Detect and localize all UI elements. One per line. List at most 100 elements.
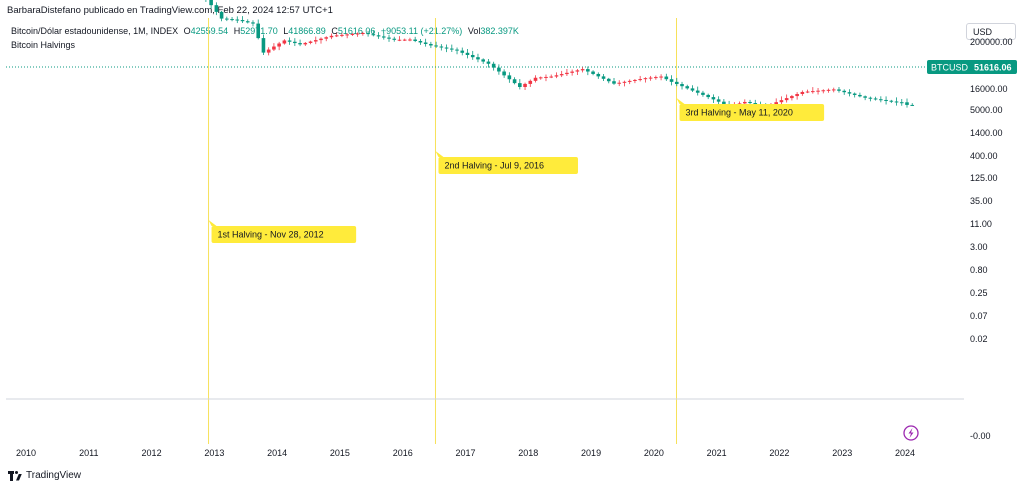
candle [518,79,522,90]
candle [319,37,323,44]
change-value: +9053.11 (+21.27%) [380,26,463,36]
candles [205,0,915,111]
x-tick-label: 2019 [581,448,601,458]
y-axis[interactable]: 200000.0060000.0016000.005000.001400.004… [970,37,1013,441]
candle [695,86,700,96]
halving-label-text: 1st Halving - Nov 28, 2012 [218,230,324,240]
candle [847,89,852,97]
candle [659,74,663,81]
candle [470,50,475,60]
y-tick-label: 1400.00 [970,128,1003,138]
y-tick-label: 16000.00 [970,84,1008,94]
x-tick-label: 2021 [707,448,727,458]
y-tick-label: 200000.00 [970,37,1013,47]
candle [685,84,690,90]
candle [627,79,632,85]
candle [664,73,669,81]
candle [486,59,491,68]
candle [873,96,878,101]
candle [256,19,261,40]
candle [863,95,867,101]
candle [706,93,710,100]
y-tick-label: 11.00 [970,219,992,229]
y-tick-label: 125.00 [970,173,998,183]
candle [716,96,721,106]
y-tick-label: 35.00 [970,196,993,206]
candle [899,99,904,106]
candle [340,33,344,38]
candle [674,77,679,87]
candle [784,94,789,103]
candle [355,32,360,37]
candle [894,97,899,106]
candle [455,47,459,55]
candle [779,96,784,106]
x-axis[interactable]: 2010 2011 2012 2013 2014 2015 2016 2017 2018 2019… [16,448,915,458]
candle [633,79,637,84]
candle [889,99,894,104]
candle [387,34,391,42]
candle [711,94,716,104]
candle [313,36,318,45]
candle [544,74,548,82]
publisher-header: BarbaraDistefano publicado en TradingVie… [7,5,333,16]
y-tick-label: 0.02 [970,334,988,344]
candle [523,82,527,90]
halving-label[interactable]: 2nd Halving - Jul 9, 2016 [435,151,578,174]
high-label: H [233,26,241,36]
x-tick-label: 2018 [518,448,538,458]
indicator-label[interactable]: Bitcoin Halvings [11,40,76,50]
halving-label[interactable]: 1st Halving - Nov 28, 2012 [208,220,357,243]
currency-button[interactable]: USD [966,23,1016,40]
halving-label-text: 3rd Halving - May 11, 2020 [686,108,793,118]
candle [591,70,595,76]
price-tag-value: 51616.06 [974,63,1012,73]
candle [805,89,810,94]
candle [361,31,365,36]
candle [214,2,219,16]
candle [559,70,564,78]
candle [219,10,224,22]
x-tick-label: 2013 [204,448,224,458]
candle [235,16,240,24]
lightning-icon[interactable] [903,425,919,441]
candle [580,66,585,73]
candle [465,49,470,59]
halving-label[interactable]: 3rd Halving - May 11, 2020 [676,98,825,121]
candle [434,41,438,48]
candle [497,64,501,75]
candle [308,40,313,45]
candle [596,72,601,79]
candle [345,33,349,39]
candle [831,87,836,93]
candle [261,34,266,56]
y-tick-label: 400.00 [970,151,998,161]
candle [554,72,559,79]
candle [643,77,648,83]
close-value: 51616.06 [337,26,376,36]
tradingview-footer: TradingView [8,470,81,481]
price-tag-symbol: BTCUSD [931,63,969,73]
candle [272,43,276,52]
candle [230,17,234,22]
y-tick-label: 3.00 [970,242,988,252]
candle [826,88,831,93]
halving-label-text: 2nd Halving - Jul 9, 2016 [444,161,544,171]
candle [423,38,428,47]
candle [476,53,480,63]
halving-lines [208,18,678,444]
candle [397,36,402,42]
candle [507,72,512,83]
candle [601,73,606,82]
candle [205,0,207,2]
x-tick-label: 2010 [16,448,36,458]
candle [586,66,590,76]
y-tick-label: 0.07 [970,311,988,321]
candle [209,0,213,9]
footer-brand: TradingView [26,470,82,481]
candle [821,89,826,94]
candle [617,80,622,87]
candle [502,69,506,78]
candle [748,99,752,105]
